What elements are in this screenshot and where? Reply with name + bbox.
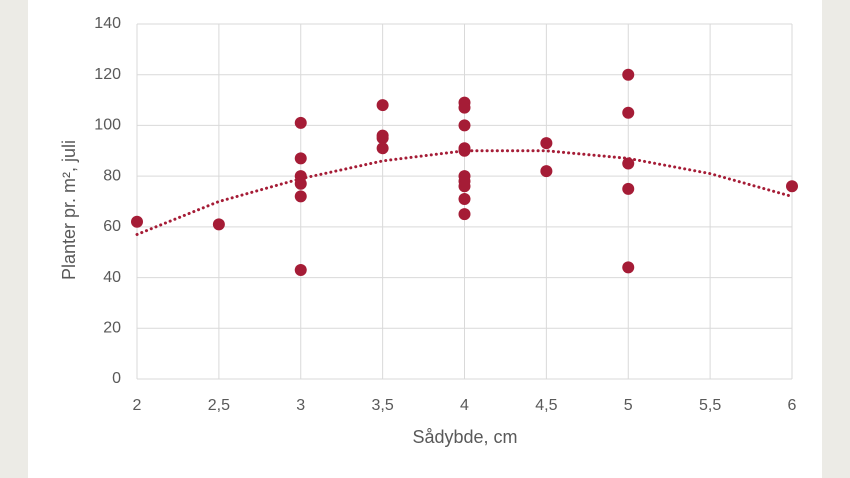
y-tick-label: 120 <box>94 66 121 83</box>
scatter-point <box>458 119 471 132</box>
trendline <box>135 149 794 236</box>
scatter-point <box>622 68 635 81</box>
y-tick-label: 80 <box>103 167 121 184</box>
scatter-point <box>622 261 635 274</box>
scatter-point <box>458 192 471 205</box>
y-tick-label: 40 <box>103 269 121 286</box>
x-tick-label: 6 <box>788 397 797 414</box>
scatter-point <box>294 152 307 165</box>
scatter-point <box>458 144 471 157</box>
x-tick-label: 4 <box>460 397 469 414</box>
chart-panel <box>28 0 822 478</box>
scatter-point <box>458 101 471 114</box>
y-tick-label: 100 <box>94 117 121 134</box>
scatter-point <box>294 263 307 276</box>
scatter-point <box>294 190 307 203</box>
scatter-point <box>294 116 307 129</box>
scatter-point <box>458 208 471 221</box>
y-axis-label: Planter pr. m², juli <box>59 140 79 280</box>
scatter-point <box>376 99 389 112</box>
x-tick-label: 2,5 <box>208 397 230 414</box>
y-tick-label: 0 <box>112 370 121 387</box>
scatter-point <box>458 180 471 193</box>
x-tick-label: 3 <box>296 397 305 414</box>
x-tick-label: 2 <box>133 397 142 414</box>
x-axis-label: Sådybde, cm <box>412 427 517 447</box>
x-tick-label: 5,5 <box>699 397 721 414</box>
x-tick-label: 3,5 <box>372 397 394 414</box>
scatter-point <box>376 142 389 155</box>
scatter-point <box>786 180 798 193</box>
scatter-point <box>212 218 225 231</box>
x-tick-label: 4,5 <box>535 397 557 414</box>
x-tick-label: 5 <box>624 397 633 414</box>
scatter-point <box>294 177 307 190</box>
scatter-point <box>622 182 635 195</box>
scatter-point <box>131 215 143 228</box>
y-tick-label: 140 <box>94 15 121 32</box>
scatter-point <box>540 165 553 178</box>
scatter-point <box>622 106 635 119</box>
y-tick-label: 60 <box>103 218 121 235</box>
scatter-point <box>540 137 553 150</box>
y-tick-label: 20 <box>103 320 121 337</box>
scatter-point <box>376 132 389 145</box>
scatter-point <box>622 157 635 170</box>
